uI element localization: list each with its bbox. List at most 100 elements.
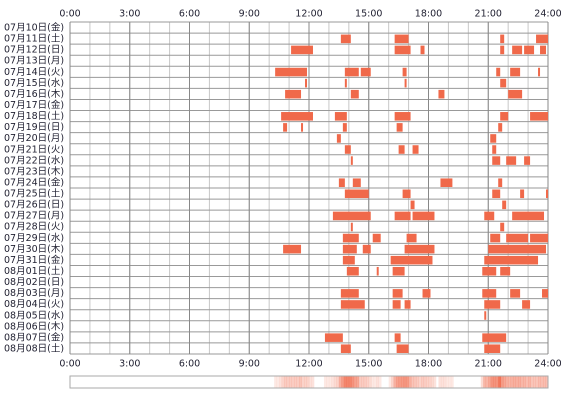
activity-segment	[281, 112, 313, 121]
activity-segment	[530, 233, 548, 243]
activity-segment	[394, 112, 411, 121]
row-label: 07月26日(日)	[4, 200, 64, 211]
summary-cell	[545, 376, 549, 388]
activity-segment	[536, 34, 548, 44]
activity-segment	[305, 78, 308, 88]
activity-segment	[394, 211, 411, 221]
activity-segment	[510, 289, 521, 298]
summary-cell	[500, 376, 504, 388]
activity-segment	[376, 266, 379, 276]
activity-segment	[484, 255, 539, 265]
summary-cell	[343, 376, 347, 388]
summary-cell	[378, 376, 382, 388]
row-label: 07月22日(水)	[4, 154, 64, 166]
activity-segment	[482, 333, 507, 342]
x-tick-label-bottom: 15:00	[355, 359, 382, 370]
summary-cell	[366, 376, 370, 388]
activity-segment	[500, 34, 505, 44]
summary-cell	[401, 376, 404, 388]
summary-cell	[538, 376, 541, 388]
activity-segment	[396, 344, 409, 353]
row-label: 08月02日(日)	[4, 277, 64, 288]
summary-cell	[393, 376, 397, 388]
activity-segment	[394, 34, 409, 44]
row-label: 07月17日(金)	[4, 99, 64, 111]
summary-cell	[376, 376, 380, 388]
summary-cell	[430, 376, 434, 388]
activity-segment	[404, 300, 411, 309]
activity-segment	[362, 244, 371, 254]
activity-segment	[422, 289, 431, 298]
activity-segment	[402, 67, 407, 77]
summary-cell	[346, 376, 350, 388]
row-label: 07月18日(土)	[4, 110, 64, 122]
activity-segment	[538, 67, 541, 77]
x-tick-label-top: 15:00	[355, 9, 382, 20]
activity-segment	[490, 134, 497, 143]
summary-cell	[291, 376, 295, 388]
activity-segment	[336, 134, 341, 143]
activity-segment	[506, 156, 517, 165]
row-label: 07月14日(火)	[4, 67, 64, 78]
summary-cell	[440, 376, 444, 388]
summary-cell	[406, 376, 409, 388]
activity-segment	[275, 67, 308, 77]
activity-segment	[324, 333, 343, 342]
activity-segment	[502, 200, 507, 210]
row-label: 07月27日(月)	[4, 211, 64, 222]
activity-segment	[496, 67, 501, 77]
activity-segment	[542, 289, 548, 298]
row-label: 08月03日(月)	[4, 288, 64, 299]
summary-cell	[304, 376, 307, 388]
summary-cell	[353, 376, 357, 388]
row-label: 08月05日(水)	[4, 309, 64, 321]
summary-cell	[540, 376, 544, 388]
summary-cell	[426, 376, 429, 388]
activity-segment	[344, 67, 359, 77]
activity-segment	[372, 233, 381, 243]
activity-segment	[484, 211, 495, 221]
activity-segment	[283, 123, 288, 132]
activity-segment	[420, 45, 425, 55]
activity-segment	[360, 67, 371, 77]
summary-cell	[490, 376, 494, 388]
activity-segment	[512, 211, 545, 221]
row-label: 07月23日(木)	[4, 165, 64, 177]
summary-cell	[525, 376, 529, 388]
x-tick-label-bottom: 3:00	[119, 359, 140, 370]
activity-segment	[546, 189, 548, 199]
row-label: 08月07日(金)	[4, 331, 64, 343]
row-label: 07月31日(金)	[4, 254, 64, 266]
summary-cell	[488, 376, 492, 388]
activity-segment	[510, 67, 521, 77]
activity-segment	[406, 233, 417, 243]
activity-segment	[283, 244, 302, 254]
summary-cell	[483, 376, 487, 388]
summary-cell	[480, 376, 484, 388]
activity-segment	[338, 178, 345, 187]
activity-segment	[390, 255, 433, 265]
activity-segment	[344, 145, 351, 154]
summary-cell	[358, 376, 362, 388]
x-tick-label-top: 6:00	[179, 9, 200, 20]
row-label: 07月28日(火)	[4, 222, 64, 233]
summary-cell	[351, 376, 355, 388]
summary-cell	[368, 376, 372, 388]
activity-segment	[488, 244, 547, 254]
summary-cell	[448, 376, 452, 388]
row-label: 08月04日(火)	[4, 299, 64, 310]
x-tick-label-bottom: 12:00	[295, 359, 322, 370]
activity-segment	[492, 189, 501, 199]
summary-cell	[423, 376, 427, 388]
summary-cell	[348, 376, 352, 388]
activity-segment	[340, 34, 351, 44]
summary-cell	[371, 376, 375, 388]
activity-segment	[492, 145, 497, 154]
activity-segment	[484, 300, 501, 309]
activity-segment	[350, 156, 353, 165]
row-label: 07月24日(金)	[4, 176, 64, 188]
activity-segment	[482, 266, 497, 276]
summary-cell	[510, 376, 514, 388]
activity-segment	[508, 89, 523, 99]
summary-cell	[391, 376, 394, 388]
